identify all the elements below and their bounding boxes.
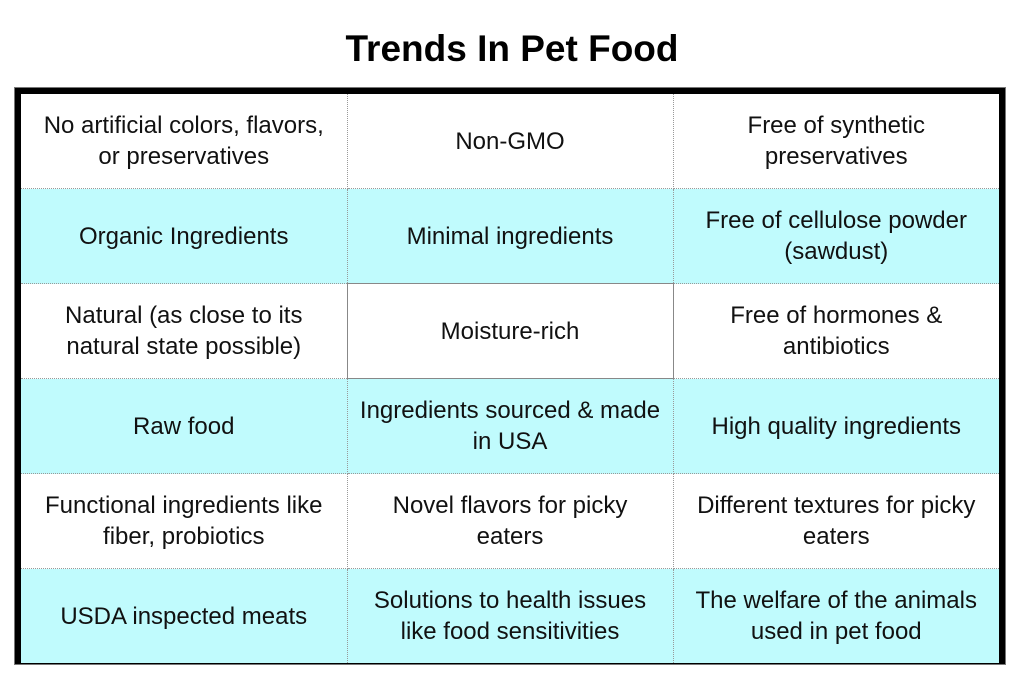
table-row: Organic Ingredients Minimal ingredients Fr… bbox=[21, 188, 999, 284]
trends-table-frame: No artificial colors, flavors, or preser… bbox=[15, 88, 1005, 664]
table-cell[interactable]: Ingredients sourced & made in USA bbox=[346, 378, 674, 474]
table-cell[interactable]: Novel flavors for picky eaters bbox=[346, 473, 674, 569]
table-cell[interactable]: Natural (as close to its natural state p… bbox=[21, 283, 348, 379]
table-row: Functional ingredients like fiber, probi… bbox=[21, 473, 999, 569]
table-cell[interactable]: The welfare of the animals used in pet f… bbox=[672, 568, 999, 663]
table-cell[interactable]: Free of cellulose powder (sawdust) bbox=[672, 188, 999, 284]
table-row: No artificial colors, flavors, or preser… bbox=[21, 94, 999, 189]
table-cell[interactable]: No artificial colors, flavors, or preser… bbox=[21, 94, 348, 189]
table-cell[interactable]: Free of synthetic preservatives bbox=[672, 94, 999, 189]
table-cell[interactable]: Moisture-rich bbox=[346, 283, 674, 379]
table-cell[interactable]: Free of hormones & antibiotics bbox=[672, 283, 999, 379]
table-cell[interactable]: Minimal ingredients bbox=[346, 188, 674, 284]
table-cell[interactable]: Different textures for picky eaters bbox=[672, 473, 999, 569]
page-title: Trends In Pet Food bbox=[345, 28, 679, 69]
table-row: USDA inspected meats Solutions to health … bbox=[21, 568, 999, 663]
trends-table: No artificial colors, flavors, or preser… bbox=[21, 94, 999, 663]
table-row: Raw food Ingredients sourced & made in US… bbox=[21, 378, 999, 474]
table-cell[interactable]: Organic Ingredients bbox=[21, 188, 348, 284]
table-cell[interactable]: Non-GMO bbox=[346, 94, 674, 189]
table-cell[interactable]: Raw food bbox=[21, 378, 348, 474]
table-cell[interactable]: Solutions to health issues like food sen… bbox=[346, 568, 674, 663]
table-cell[interactable]: USDA inspected meats bbox=[21, 568, 348, 663]
table-cell[interactable]: Functional ingredients like fiber, probi… bbox=[21, 473, 348, 569]
table-cell[interactable]: High quality ingredients bbox=[672, 378, 999, 474]
table-row: Natural (as close to its natural state p… bbox=[21, 283, 999, 379]
